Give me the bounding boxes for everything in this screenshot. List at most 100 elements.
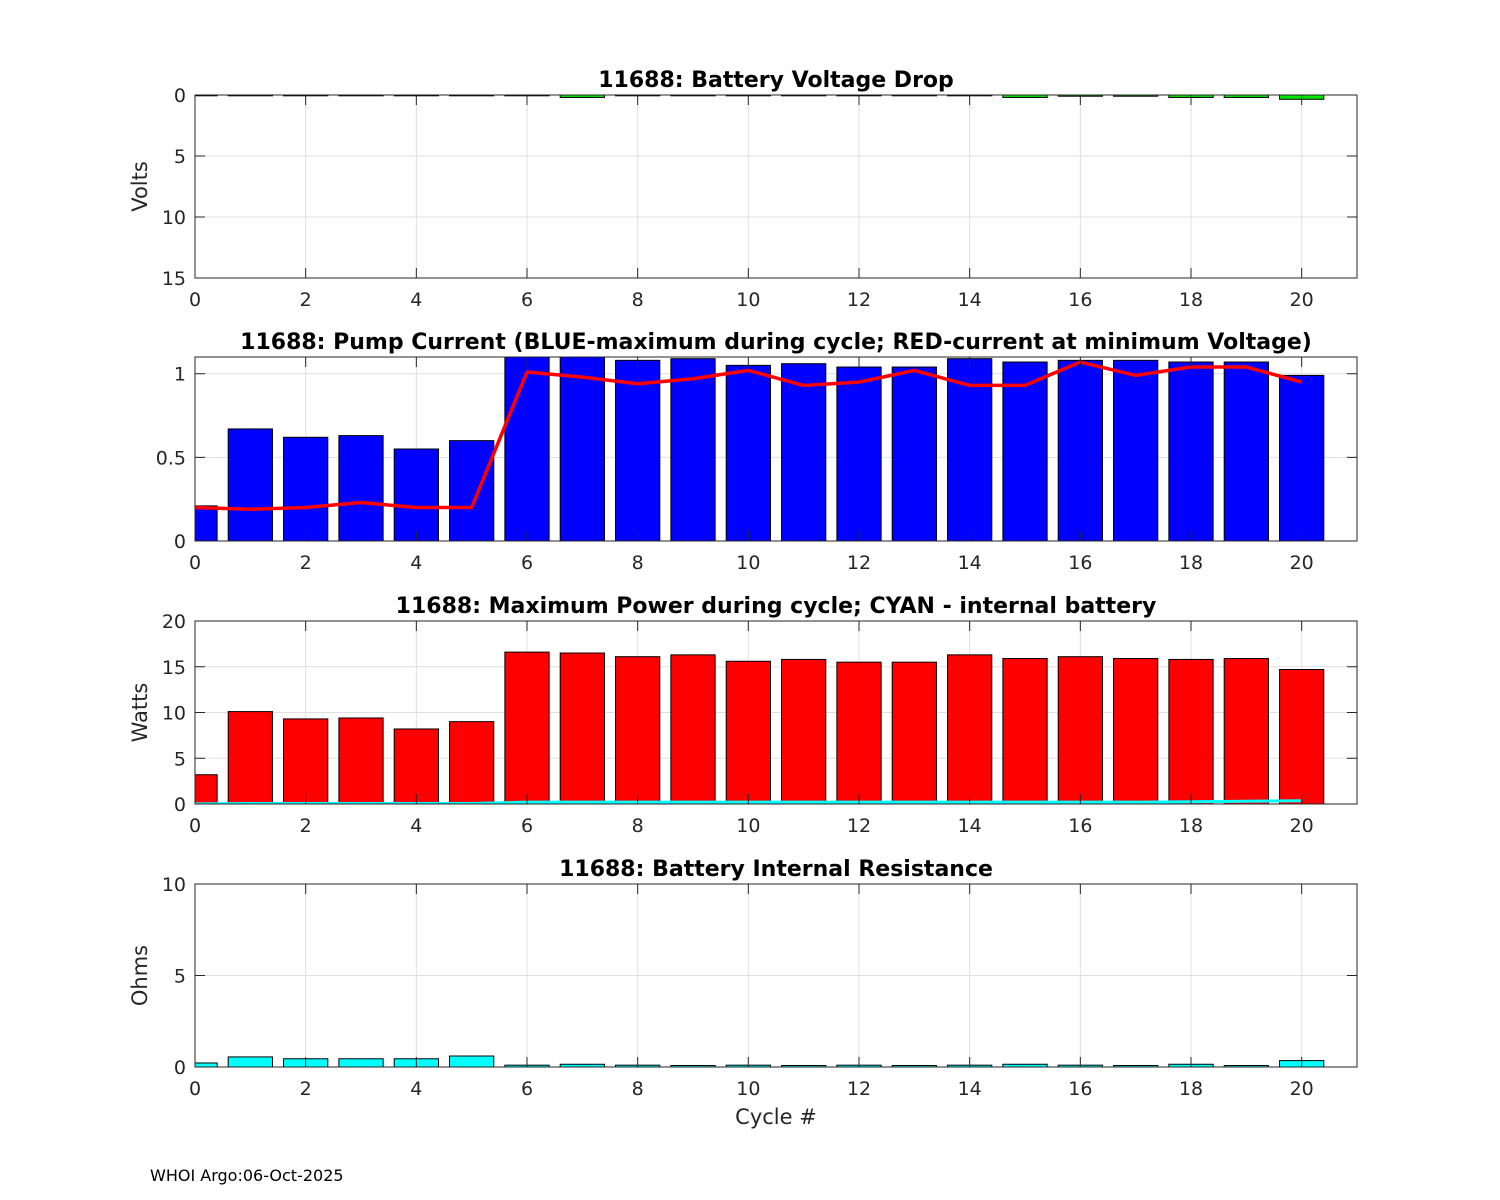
x-tick-label: 8 xyxy=(632,289,644,311)
x-tick-label: 6 xyxy=(521,289,533,311)
y-tick-label: 1 xyxy=(174,364,186,386)
x-tick-label: 4 xyxy=(410,815,422,837)
x-tick-label: 2 xyxy=(300,552,312,574)
x-tick-label: 16 xyxy=(1068,289,1092,311)
x-tick-label: 18 xyxy=(1179,552,1203,574)
chart-panel-4: 0 2 4 6 8 10 12 14 16 18 20 0 5 10 11688: Battery Inte… xyxy=(128,857,1358,1129)
bar-cycle-11 xyxy=(781,363,827,541)
bar-cycle-19 xyxy=(1223,361,1269,541)
bar-cycle-12 xyxy=(836,366,882,541)
x-tick-label: 0 xyxy=(189,815,201,837)
x-tick-label: 4 xyxy=(410,289,422,311)
bar-cycle-16 xyxy=(1057,656,1103,804)
x-tick-label: 4 xyxy=(410,552,422,574)
axes-box xyxy=(194,94,1358,279)
bar-cycle-18 xyxy=(1168,361,1214,541)
bar-cycle-3 xyxy=(338,1058,384,1067)
y-tick-label: 5 xyxy=(174,146,186,168)
bar-cycle-9 xyxy=(670,1065,716,1067)
y-tick-label: 0 xyxy=(174,85,186,107)
x-tick-label: 12 xyxy=(847,552,871,574)
chart-title: 11688: Pump Current (BLUE-maximum during… xyxy=(240,330,1312,355)
y-tick-label: 20 xyxy=(162,611,186,633)
x-tick-label: 8 xyxy=(632,815,644,837)
bar-cycle-8 xyxy=(615,656,661,804)
x-tick-label: 12 xyxy=(847,1078,871,1100)
y-tick-label: 15 xyxy=(162,268,186,290)
bar-cycle-17 xyxy=(1113,1065,1159,1067)
bar-cycle-16 xyxy=(1057,359,1103,541)
y-tick-label: 10 xyxy=(162,207,186,229)
bar-cycle-19 xyxy=(1223,1065,1269,1067)
bar-cycle-8 xyxy=(615,359,661,541)
bar-cycle-11 xyxy=(781,1065,827,1067)
bar-cycle-15 xyxy=(1002,1063,1048,1067)
chart-title: 11688: Battery Voltage Drop xyxy=(598,68,954,93)
x-tick-label: 18 xyxy=(1179,289,1203,311)
bar-cycle-10 xyxy=(725,660,771,804)
x-tick-label: 10 xyxy=(736,815,760,837)
x-tick-label: 8 xyxy=(632,1078,644,1100)
x-tick-label: 20 xyxy=(1290,289,1314,311)
bar-cycle-3 xyxy=(338,717,384,804)
y-axis-label: Volts xyxy=(128,161,152,212)
footer-credit: WHOI Argo:06-Oct-2025 xyxy=(150,1166,344,1185)
bar-cycle-2 xyxy=(283,436,329,541)
bar-cycle-13 xyxy=(891,661,937,804)
x-tick-label: 2 xyxy=(300,289,312,311)
x-tick-label: 14 xyxy=(958,552,982,574)
bar-cycle-17 xyxy=(1113,359,1159,541)
x-tick-label: 16 xyxy=(1068,815,1092,837)
chart-panel-2: 0 2 4 6 8 10 12 14 16 18 20 0 0.5 1 11688: Pump Curren… xyxy=(156,330,1358,574)
bar-cycle-17 xyxy=(1113,95,1159,97)
y-tick-label: 0 xyxy=(174,531,186,553)
bar-cycle-7 xyxy=(559,652,605,804)
bar-cycle-6 xyxy=(504,357,550,541)
bar-cycle-17 xyxy=(1113,658,1159,804)
x-tick-label: 16 xyxy=(1068,552,1092,574)
y-axis-label: Ohms xyxy=(128,945,152,1006)
bar-cycle-4 xyxy=(393,728,439,804)
x-tick-label: 14 xyxy=(958,289,982,311)
x-tick-label: 0 xyxy=(189,289,201,311)
x-tick-label: 12 xyxy=(847,289,871,311)
chart-panel-3: 0 2 4 6 8 10 12 14 16 18 20 0 5 10 15 20 11688: Maximum … xyxy=(128,594,1358,837)
bar-cycle-20 xyxy=(1279,668,1325,804)
bar-cycle-14 xyxy=(947,654,993,804)
y-tick-label: 5 xyxy=(174,966,186,988)
chart-title: 11688: Maximum Power during cycle; CYAN … xyxy=(396,594,1157,619)
bar-cycle-6 xyxy=(504,651,550,804)
plot-area xyxy=(195,95,1357,278)
y-tick-label: 10 xyxy=(162,874,186,896)
bar-cycle-9 xyxy=(670,654,716,804)
x-tick-label: 20 xyxy=(1290,1078,1314,1100)
bar-cycle-5 xyxy=(449,440,495,541)
bar-cycle-1 xyxy=(227,428,273,541)
bar-cycle-19 xyxy=(1223,95,1269,98)
x-tick-label: 10 xyxy=(736,552,760,574)
chart-panel-1: 0 2 4 6 8 10 12 14 16 18 20 0 5 10 15 11688: Battery Vo… xyxy=(128,68,1358,311)
x-tick-label: 20 xyxy=(1290,552,1314,574)
bar-cycle-9 xyxy=(670,358,716,541)
bar-cycle-14 xyxy=(947,358,993,541)
axes-box xyxy=(194,356,1358,542)
x-tick-label: 14 xyxy=(958,815,982,837)
y-tick-label: 10 xyxy=(162,703,186,725)
plot-area xyxy=(195,357,1357,541)
bar-cycle-7 xyxy=(559,95,605,98)
x-tick-label: 6 xyxy=(521,1078,533,1100)
x-tick-label: 8 xyxy=(632,552,644,574)
bar-cycle-1 xyxy=(227,1056,273,1067)
x-tick-label: 14 xyxy=(958,1078,982,1100)
series-line xyxy=(195,360,1303,511)
bar-cycle-15 xyxy=(1002,658,1048,804)
x-tick-label: 4 xyxy=(410,1078,422,1100)
x-tick-label: 18 xyxy=(1179,1078,1203,1100)
x-tick-label: 16 xyxy=(1068,1078,1092,1100)
x-tick-label: 2 xyxy=(300,815,312,837)
bar-cycle-2 xyxy=(283,718,329,804)
bar-cycle-18 xyxy=(1168,658,1214,804)
plot-content xyxy=(195,651,1325,804)
bar-cycle-10 xyxy=(725,364,771,541)
